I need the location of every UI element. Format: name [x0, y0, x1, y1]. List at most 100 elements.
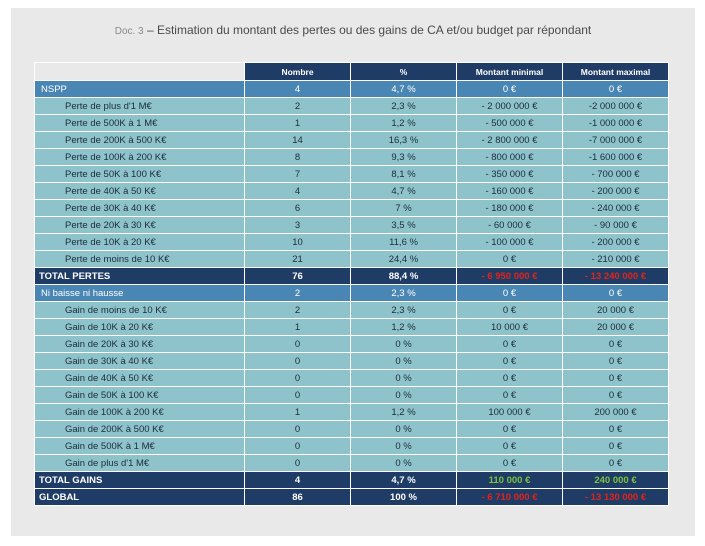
table-row: Gain de 50K à 100 K€ 0 0 % 0 €0 € [34, 386, 669, 404]
cell-montant-minimal: - 6 950 000 € [456, 267, 563, 285]
cell-percent: 0 % [350, 369, 457, 387]
category-row: Ni baisse ni hausse 2 2,3 % 0 €0 € [34, 284, 669, 302]
cell-montant-minimal: - 180 000 € [456, 199, 563, 217]
cell-montant-minimal: - 350 000 € [456, 165, 563, 183]
cell-percent: 4,7 % [350, 80, 457, 98]
table-row: Gain de 10K à 20 K€ 1 1,2 % 10 000 €20 000 … [34, 318, 669, 336]
row-label: Perte de 30K à 40 K€ [34, 199, 245, 217]
table-row: Gain de 30K à 40 K€ 0 0 % 0 €0 € [34, 352, 669, 370]
cell-percent: 4,7 % [350, 182, 457, 200]
table-body: NSPP 4 4,7 % 0 €0 € Perte de plus d'1 M€ 2 2,3… [34, 80, 669, 506]
cell-montant-maximal: - 210 000 € [562, 250, 669, 268]
cell-montant-maximal: -7 000 000 € [562, 131, 669, 149]
cell-percent: 2,3 % [350, 301, 457, 319]
cell-percent: 88,4 % [350, 267, 457, 285]
table-row: Perte de plus d'1 M€ 2 2,3 % - 2 000 000 € -… [34, 97, 669, 115]
cell-nombre: 76 [244, 267, 351, 285]
cell-nombre: 2 [244, 301, 351, 319]
cell-nombre: 7 [244, 165, 351, 183]
row-label: Gain de 20K à 30 K€ [34, 335, 245, 353]
cell-nombre: 0 [244, 454, 351, 472]
row-label: Perte de moins de 10 K€ [34, 250, 245, 268]
table-row: Gain de 500K à 1 M€ 0 0 % 0 €0 € [34, 437, 669, 455]
cell-percent: 1,2 % [350, 318, 457, 336]
cell-nombre: 0 [244, 352, 351, 370]
cell-nombre: 3 [244, 216, 351, 234]
cell-percent: 2,3 % [350, 284, 457, 302]
cell-percent: 11,6 % [350, 233, 457, 251]
cell-montant-maximal: -1 000 000 € [562, 114, 669, 132]
cell-nombre: 0 [244, 437, 351, 455]
doc-number: Doc. 3 [114, 26, 144, 37]
cell-montant-minimal: 0 € [456, 386, 563, 404]
cell-nombre: 10 [244, 233, 351, 251]
cell-montant-maximal: - 700 000 € [562, 165, 669, 183]
header-nombre: Nombre [244, 62, 351, 81]
cell-montant-minimal: - 2 000 000 € [456, 97, 563, 115]
cell-montant-minimal: - 100 000 € [456, 233, 563, 251]
cell-percent: 8,1 % [350, 165, 457, 183]
cell-montant-maximal: - 90 000 € [562, 216, 669, 234]
cell-montant-minimal: 0 € [456, 454, 563, 472]
cell-montant-maximal: - 13 130 000 € [562, 488, 669, 506]
header-blank [34, 62, 245, 81]
cell-percent: 0 % [350, 335, 457, 353]
row-label: Gain de 40K à 50 K€ [34, 369, 245, 387]
table-row: Gain de 20K à 30 K€ 0 0 % 0 €0 € [34, 335, 669, 353]
cell-montant-minimal: 0 € [456, 369, 563, 387]
cell-montant-minimal: 0 € [456, 301, 563, 319]
row-label: Perte de plus d'1 M€ [34, 97, 245, 115]
category-row: NSPP 4 4,7 % 0 €0 € [34, 80, 669, 98]
table-row: Perte de 50K à 100 K€ 7 8,1 % - 350 000 € - … [34, 165, 669, 183]
row-label: Perte de 10K à 20 K€ [34, 233, 245, 251]
cell-montant-maximal: 0 € [562, 352, 669, 370]
cell-montant-minimal: - 60 000 € [456, 216, 563, 234]
row-label: Gain de plus d'1 M€ [34, 454, 245, 472]
estimation-table: Nombre % Montant minimal Montant maximal… [34, 62, 669, 506]
cell-nombre: 4 [244, 80, 351, 98]
cell-percent: 0 % [350, 420, 457, 438]
cell-montant-maximal: 20 000 € [562, 301, 669, 319]
cell-percent: 24,4 % [350, 250, 457, 268]
cell-montant-maximal: 0 € [562, 420, 669, 438]
cell-nombre: 2 [244, 97, 351, 115]
cell-montant-maximal: 0 € [562, 437, 669, 455]
total-row: TOTAL GAINS 4 4,7 % 110 000 €240 000 € [34, 471, 669, 489]
cell-percent: 1,2 % [350, 114, 457, 132]
cell-percent: 0 % [350, 352, 457, 370]
row-label: Gain de 10K à 20 K€ [34, 318, 245, 336]
cell-nombre: 0 [244, 369, 351, 387]
cell-nombre: 1 [244, 114, 351, 132]
cell-montant-maximal: 0 € [562, 386, 669, 404]
row-label: Perte de 100K à 200 K€ [34, 148, 245, 166]
cell-montant-maximal: 0 € [562, 335, 669, 353]
cell-nombre: 1 [244, 403, 351, 421]
cell-montant-minimal: 0 € [456, 335, 563, 353]
row-label: Perte de 50K à 100 K€ [34, 165, 245, 183]
cell-montant-minimal: 0 € [456, 437, 563, 455]
cell-nombre: 4 [244, 182, 351, 200]
cell-montant-minimal: - 6 710 000 € [456, 488, 563, 506]
cell-montant-minimal: - 500 000 € [456, 114, 563, 132]
header-montant-minimal: Montant minimal [456, 62, 563, 81]
table-row: Perte de 10K à 20 K€ 10 11,6 % - 100 000 € -… [34, 233, 669, 251]
cell-montant-minimal: 0 € [456, 284, 563, 302]
cell-percent: 3,5 % [350, 216, 457, 234]
cell-nombre: 1 [244, 318, 351, 336]
cell-montant-minimal: 0 € [456, 352, 563, 370]
cell-montant-maximal: 200 000 € [562, 403, 669, 421]
cell-nombre: 86 [244, 488, 351, 506]
total-row: TOTAL PERTES 76 88,4 % - 6 950 000 € - 13 24… [34, 267, 669, 285]
cell-montant-maximal: -1 600 000 € [562, 148, 669, 166]
table-row: Gain de 100K à 200 K€ 1 1,2 % 100 000 €200 … [34, 403, 669, 421]
cell-nombre: 8 [244, 148, 351, 166]
cell-montant-minimal: - 160 000 € [456, 182, 563, 200]
row-label: Gain de 500K à 1 M€ [34, 437, 245, 455]
cell-percent: 7 % [350, 199, 457, 217]
cell-montant-maximal: 240 000 € [562, 471, 669, 489]
cell-percent: 1,2 % [350, 403, 457, 421]
cell-percent: 2,3 % [350, 97, 457, 115]
table-row: Gain de plus d'1 M€ 0 0 % 0 €0 € [34, 454, 669, 472]
cell-montant-minimal: - 2 800 000 € [456, 131, 563, 149]
cell-percent: 0 % [350, 386, 457, 404]
